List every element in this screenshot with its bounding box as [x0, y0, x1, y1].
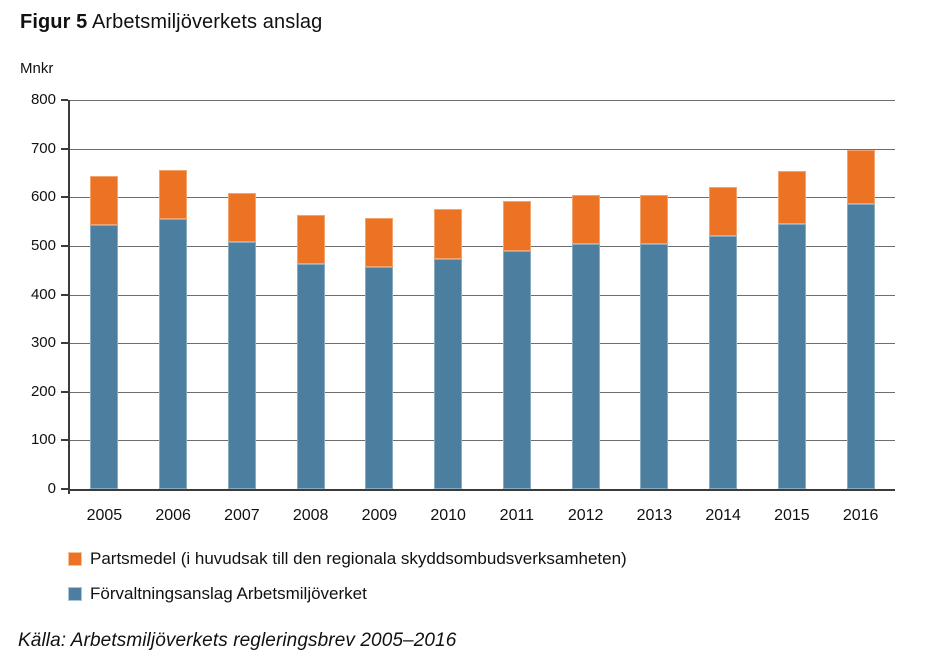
bar-segment-2016-förvaltningsanslag	[846, 204, 875, 489]
bar-2011	[502, 100, 531, 489]
y-tick-0	[61, 488, 68, 490]
legend-key-swatch	[68, 587, 82, 601]
bar-2013	[640, 100, 669, 489]
bar-segment-2009-förvaltningsanslag	[365, 267, 394, 489]
bar-segment-2009-partsmedel	[365, 218, 394, 267]
x-tick-label-2010: 2010	[430, 507, 466, 524]
y-axis-line	[68, 100, 70, 494]
figure-number-label: Figur 5	[20, 11, 88, 33]
bar-segment-2005-förvaltningsanslag	[90, 225, 119, 489]
bar-2009	[365, 100, 394, 489]
gridline-800	[70, 100, 895, 101]
y-axis-unit-label: Mnkr	[20, 60, 54, 77]
x-tick-label-2011: 2011	[499, 507, 535, 524]
bar-segment-2006-förvaltningsanslag	[159, 219, 188, 489]
y-tick-100	[61, 439, 68, 442]
bar-segment-2008-partsmedel	[296, 215, 325, 264]
bar-2007	[227, 100, 256, 489]
gridline-300	[70, 343, 895, 345]
y-tick-label-800: 800	[30, 91, 56, 108]
y-tick-label-500: 500	[30, 236, 56, 254]
bar-segment-2013-förvaltningsanslag	[640, 244, 669, 489]
y-tick-label-100: 100	[30, 431, 56, 449]
page-title: Figur 5 Arbetsmiljöverkets anslag	[20, 9, 322, 35]
bar-segment-2008-förvaltningsanslag	[296, 264, 325, 489]
bar-segment-2014-förvaltningsanslag	[709, 236, 738, 489]
x-tick-label-2007: 2007	[224, 507, 260, 524]
bar-2016	[846, 100, 875, 489]
bar-2015	[777, 100, 806, 489]
legend-item-0: Partsmedel (i huvudsak till den regional…	[68, 549, 627, 569]
gridline-600	[70, 197, 895, 199]
plot-area	[70, 100, 895, 489]
y-tick-label-200: 200	[30, 382, 56, 400]
x-tick-label-2012: 2012	[567, 507, 604, 524]
bar-2010	[434, 100, 463, 489]
bar-2005	[90, 100, 119, 489]
gridline-400	[70, 294, 895, 296]
x-tick-label-2009: 2009	[361, 507, 398, 524]
bar-2008	[296, 100, 325, 489]
bar-segment-2015-förvaltningsanslag	[777, 224, 806, 489]
bar-2006	[159, 100, 188, 489]
bar-segment-2005-partsmedel	[90, 176, 119, 225]
bar-segment-2013-partsmedel	[640, 195, 669, 244]
x-axis-line	[68, 489, 895, 491]
legend-item-label: Förvaltningsanslag Arbetsmiljöverket	[90, 584, 367, 603]
y-tick-label-700: 700	[30, 139, 56, 157]
y-tick-label-600: 600	[30, 188, 56, 206]
y-tick-label-300: 300	[30, 334, 56, 352]
x-tick-label-2008: 2008	[292, 507, 329, 524]
bar-segment-2007-förvaltningsanslag	[227, 242, 256, 489]
legend-item-1: Förvaltningsanslag Arbetsmiljöverket	[68, 584, 367, 604]
y-tick-500	[61, 244, 68, 247]
source-note: Källa: Arbetsmiljöverkets regleringsbrev…	[18, 630, 457, 651]
bar-2012	[571, 100, 600, 489]
gridline-100	[70, 440, 895, 442]
bar-segment-2010-förvaltningsanslag	[434, 259, 463, 489]
y-tick-400	[61, 293, 68, 296]
bar-segment-2011-partsmedel	[502, 201, 531, 251]
legend-key-swatch	[68, 552, 82, 566]
figure-title-text: Arbetsmiljöverkets anslag	[91, 11, 323, 33]
bar-segment-2012-förvaltningsanslag	[571, 244, 600, 489]
gridline-200	[70, 391, 895, 393]
bar-segment-2006-partsmedel	[159, 170, 188, 219]
x-tick-label-2015: 2015	[774, 507, 810, 524]
x-tick-label-2005: 2005	[86, 507, 123, 524]
bar-segment-2012-partsmedel	[571, 195, 600, 244]
y-tick-700	[61, 147, 68, 150]
y-tick-200	[61, 390, 68, 393]
bar-segment-2011-förvaltningsanslag	[502, 251, 531, 489]
bar-segment-2010-partsmedel	[434, 209, 463, 259]
y-tick-600	[61, 196, 68, 199]
y-tick-label-400: 400	[30, 285, 56, 303]
x-tick-label-2014: 2014	[705, 507, 741, 524]
bar-segment-2014-partsmedel	[709, 187, 738, 236]
x-tick-label-2016: 2016	[842, 507, 879, 524]
y-tick-300	[61, 342, 68, 345]
bar-segment-2016-partsmedel	[846, 150, 875, 204]
x-tick-label-2006: 2006	[155, 507, 191, 524]
bar-2014	[709, 100, 738, 489]
x-tick-label-2013: 2013	[636, 507, 673, 524]
y-tick-800	[61, 99, 68, 101]
gridline-700	[70, 148, 895, 150]
gridline-500	[70, 245, 895, 247]
legend-item-label: Partsmedel (i huvudsak till den regional…	[90, 549, 627, 568]
y-tick-label-0: 0	[47, 480, 56, 497]
bar-segment-2007-partsmedel	[227, 193, 256, 242]
bar-segment-2015-partsmedel	[777, 171, 806, 224]
